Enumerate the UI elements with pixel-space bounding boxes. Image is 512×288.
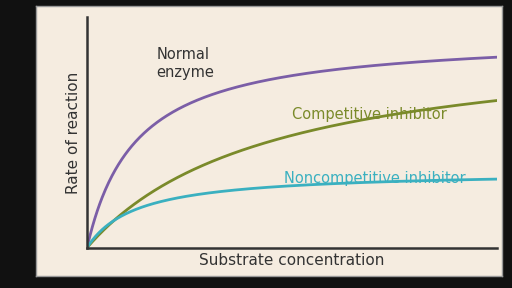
- Text: Normal
enzyme: Normal enzyme: [157, 47, 215, 79]
- Y-axis label: Rate of reaction: Rate of reaction: [67, 71, 81, 194]
- Text: Competitive inhibitor: Competitive inhibitor: [292, 107, 446, 122]
- Text: Noncompetitive inhibitor: Noncompetitive inhibitor: [284, 171, 465, 186]
- X-axis label: Substrate concentration: Substrate concentration: [199, 253, 385, 268]
